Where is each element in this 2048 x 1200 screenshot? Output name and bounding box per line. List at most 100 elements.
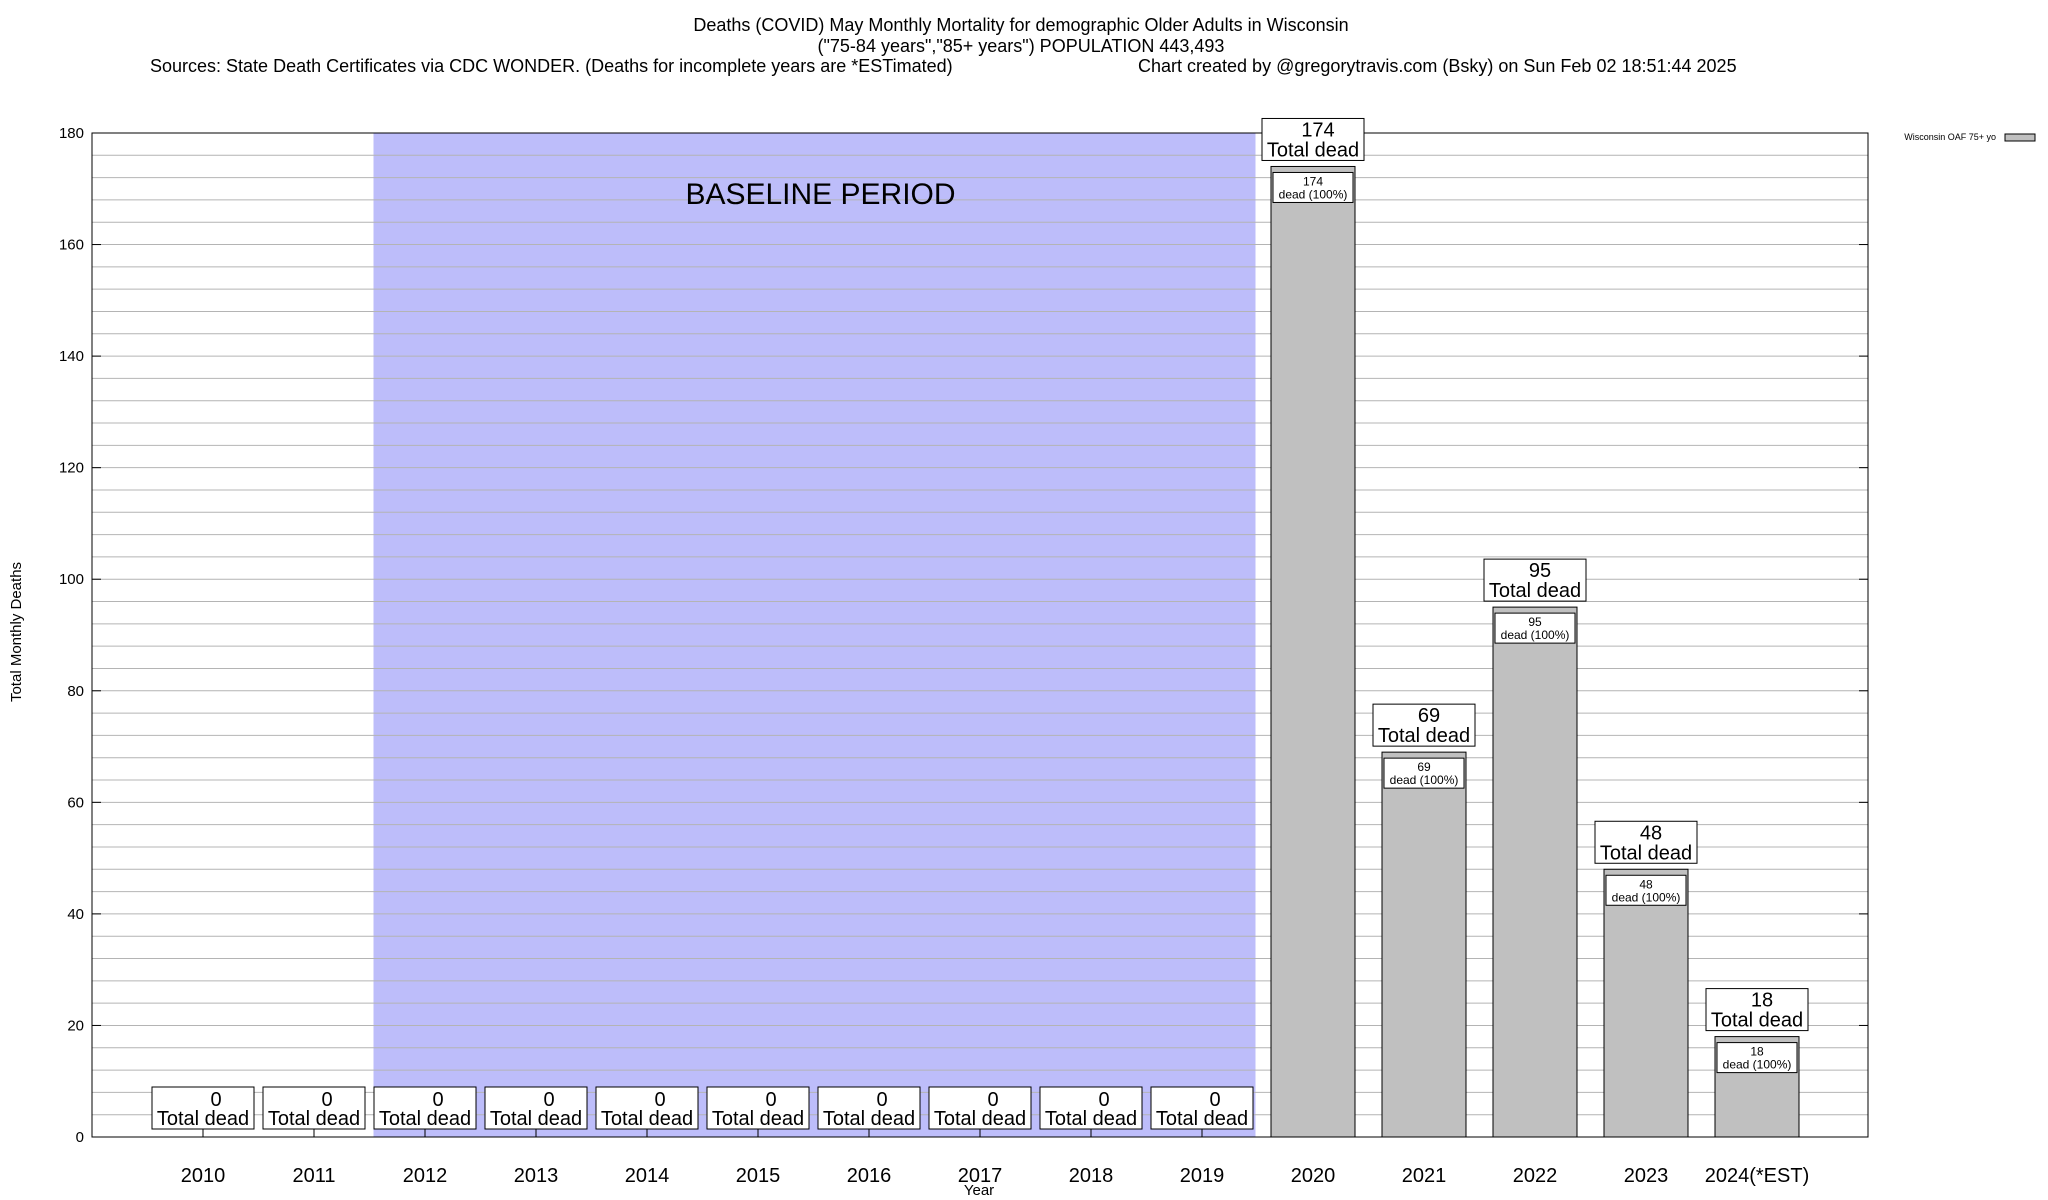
total-label-box [1039,1086,1143,1130]
bar-inner-label: dead (100%) [1612,890,1681,904]
total-label-box [1261,117,1365,161]
total-label-box [928,1086,1032,1130]
x-tick-label: 2020 [1291,1165,1336,1187]
total-label: Total dead [1711,1010,1803,1032]
y-tick-label: 80 [67,683,84,700]
bar-inner-label-box [1716,1042,1798,1074]
total-value: 0 [654,1089,665,1111]
total-value: 0 [543,1089,554,1111]
y-tick-label: 0 [76,1129,84,1146]
total-value: 48 [1640,822,1662,844]
x-tick-label: 2019 [1180,1165,1225,1187]
x-tick-label: 2013 [514,1165,559,1187]
y-tick-label: 60 [67,794,84,811]
total-label: Total dead [1600,842,1692,864]
y-tick-label: 180 [59,125,84,142]
bar-inner-label: dead (100%) [1390,773,1459,787]
total-value: 0 [210,1089,221,1111]
x-tick-label: 2012 [403,1165,448,1187]
chart-subtitle: ("75-84 years","85+ years") POPULATION 4… [818,36,1225,56]
total-label-box [1150,1086,1254,1130]
total-label: Total dead [1267,139,1359,161]
bar-inner-label: dead (100%) [1723,1058,1792,1072]
total-label-box [151,1086,255,1130]
x-tick-label: 2014 [625,1165,670,1187]
y-tick-label: 160 [59,237,84,254]
total-label: Total dead [1045,1108,1137,1130]
total-label: Total dead [1378,725,1470,747]
baseline-label: BASELINE PERIOD [685,178,955,211]
x-tick-label: 2011 [292,1165,335,1187]
bar-inner-label-box [1272,171,1354,203]
x-tick-label: 2022 [1513,1165,1558,1187]
bar-inner-value: 95 [1528,615,1542,629]
total-label: Total dead [712,1108,804,1130]
y-tick-label: 100 [59,571,84,588]
bar-inner-label-box [1605,874,1687,906]
x-tick-label: 2021 [1402,1165,1447,1187]
plot-area: BASELINE PERIOD0204060801001201401601802… [59,117,1869,1187]
x-tick-label: 2015 [736,1165,781,1187]
chart-credit: Chart created by @gregorytravis.com (Bsk… [1138,56,1737,76]
y-tick-label: 40 [67,906,84,923]
total-label-box [1594,820,1698,864]
x-tick-label: 2023 [1624,1165,1669,1187]
total-value: 18 [1751,990,1773,1012]
y-tick-label: 140 [59,348,84,365]
total-label: Total dead [823,1108,915,1130]
bar [1603,868,1689,1138]
total-value: 0 [987,1089,998,1111]
total-label: Total dead [1156,1108,1248,1130]
total-value: 0 [432,1089,443,1111]
bar-inner-value: 18 [1750,1045,1764,1059]
total-value: 69 [1418,705,1440,727]
total-value: 0 [1209,1089,1220,1111]
bar-inner-label: dead (100%) [1501,628,1570,642]
y-axis-label: Total Monthly Deaths [8,562,25,702]
baseline-region [373,133,1256,1137]
total-label: Total dead [157,1108,249,1130]
legend-swatch [2004,133,2036,142]
x-tick-label: 2010 [181,1165,226,1187]
bar-inner-value: 174 [1303,174,1323,188]
x-tick-label: 2024(*EST) [1705,1165,1810,1187]
total-label: Total dead [268,1108,360,1130]
bar-inner-value: 48 [1639,877,1653,891]
total-label-box [706,1086,810,1130]
total-label: Total dead [601,1108,693,1130]
x-tick-label: 2016 [847,1165,892,1187]
total-value: 0 [1098,1089,1109,1111]
total-label: Total dead [490,1108,582,1130]
total-label-box [1705,988,1809,1032]
bar [1270,165,1356,1138]
chart-title: Deaths (COVID) May Monthly Mortality for… [693,15,1348,35]
total-value: 95 [1529,560,1551,582]
bar-inner-label-box [1383,757,1465,789]
total-label-box [817,1086,921,1130]
total-label-box [373,1086,477,1130]
x-axis-label: Year [964,1182,994,1199]
total-label: Total dead [379,1108,471,1130]
total-label-box [484,1086,588,1130]
total-value: 0 [321,1089,332,1111]
total-label-box [1372,703,1476,747]
chart-sources: Sources: State Death Certificates via CD… [150,56,953,76]
bar-inner-value: 69 [1417,760,1431,774]
legend-label: Wisconsin OAF 75+ yo [1904,132,1996,142]
total-value: 174 [1301,119,1334,141]
total-value: 0 [765,1089,776,1111]
bar [1381,751,1467,1138]
total-label: Total dead [934,1108,1026,1130]
x-tick-label: 2017 [958,1165,1003,1187]
x-tick-label: 2018 [1069,1165,1114,1187]
total-value: 0 [876,1089,887,1111]
legend: Wisconsin OAF 75+ yo [1904,132,2036,142]
y-tick-label: 120 [59,460,84,477]
bar [1492,606,1578,1138]
total-label-box [262,1086,366,1130]
total-label-box [1483,558,1587,602]
bar-inner-label: dead (100%) [1279,187,1348,201]
total-label-box [595,1086,699,1130]
y-tick-label: 20 [67,1017,84,1034]
